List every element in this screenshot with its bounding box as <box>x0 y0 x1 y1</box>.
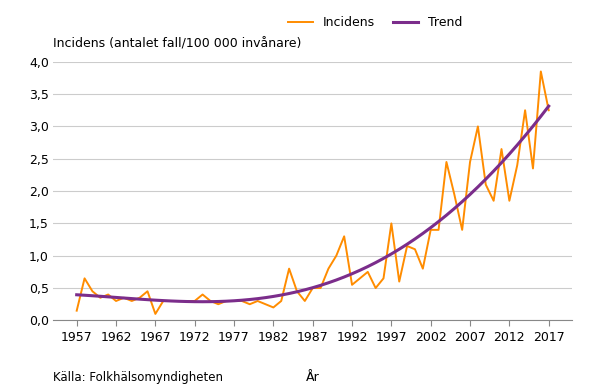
Trend <box>545 104 552 108</box>
Incidens <box>175 299 182 303</box>
Incidens <box>152 312 159 316</box>
Trend <box>333 278 340 282</box>
Incidens <box>246 302 253 306</box>
Trend <box>490 169 497 173</box>
Trend <box>183 299 191 304</box>
Trend <box>364 264 371 269</box>
Text: Källa: Folkhälsomyndigheten: Källa: Folkhälsomyndigheten <box>53 371 223 384</box>
Incidens <box>364 269 371 274</box>
Incidens <box>73 308 80 313</box>
Legend: Incidens, Trend: Incidens, Trend <box>283 11 468 34</box>
Line: Incidens: Incidens <box>77 71 549 314</box>
Incidens <box>537 69 545 74</box>
Incidens <box>333 253 340 258</box>
Trend <box>168 299 175 303</box>
Text: Incidens (antalet fall/100 000 invånare): Incidens (antalet fall/100 000 invånare) <box>53 37 301 50</box>
Line: Trend: Trend <box>77 106 549 302</box>
Trend <box>246 297 253 302</box>
Text: År: År <box>306 371 320 384</box>
Trend <box>73 293 80 297</box>
Incidens <box>545 108 552 113</box>
Incidens <box>191 299 198 303</box>
Trend <box>199 300 206 304</box>
Incidens <box>490 198 497 203</box>
